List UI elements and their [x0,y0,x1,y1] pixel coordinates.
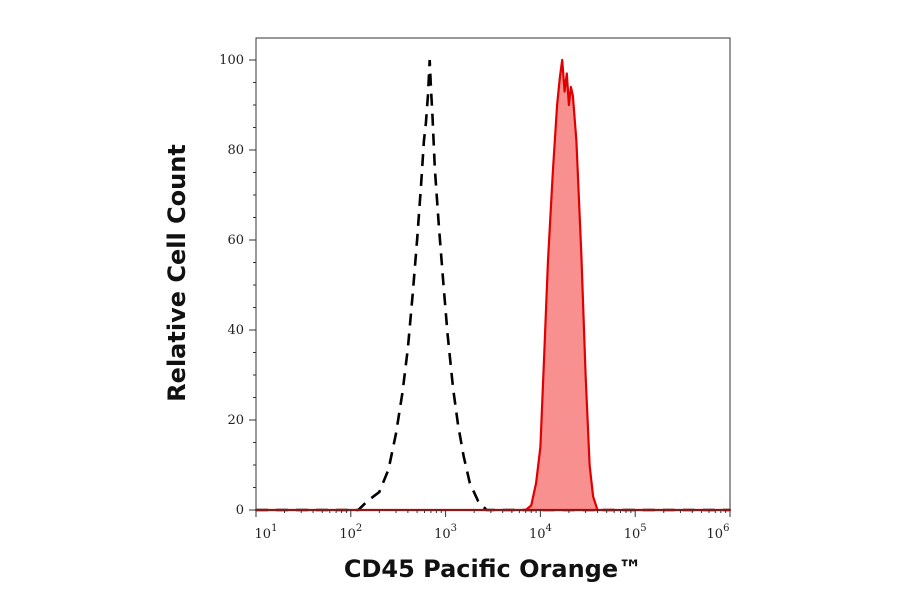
x-tick-label: 101 [255,523,278,542]
x-tick-label: 102 [339,523,362,542]
x-tick-label: 106 [707,523,730,542]
y-axis-title: Relative Cell Count [163,144,191,402]
y-tick-label: 40 [227,323,244,338]
y-tick-label: 60 [227,233,244,248]
x-tick-label: 104 [529,523,552,542]
y-tick-label: 20 [227,413,244,428]
series-1-dashed-histogram [256,59,730,512]
axes: 0 20 40 60 80 100 101 102 103 104 105 106 [219,37,731,542]
x-tick-label: 105 [624,523,647,542]
plot-area [254,58,732,512]
x-axis-title: CD45 Pacific Orange™ [344,555,642,583]
y-tick-label: 80 [227,143,244,158]
x-tick-label: 103 [434,523,457,542]
plot-frame [255,37,731,511]
y-tick-label: 0 [236,503,244,518]
series-2-filled-histogram [254,58,732,512]
y-tick-label: 100 [219,53,244,68]
